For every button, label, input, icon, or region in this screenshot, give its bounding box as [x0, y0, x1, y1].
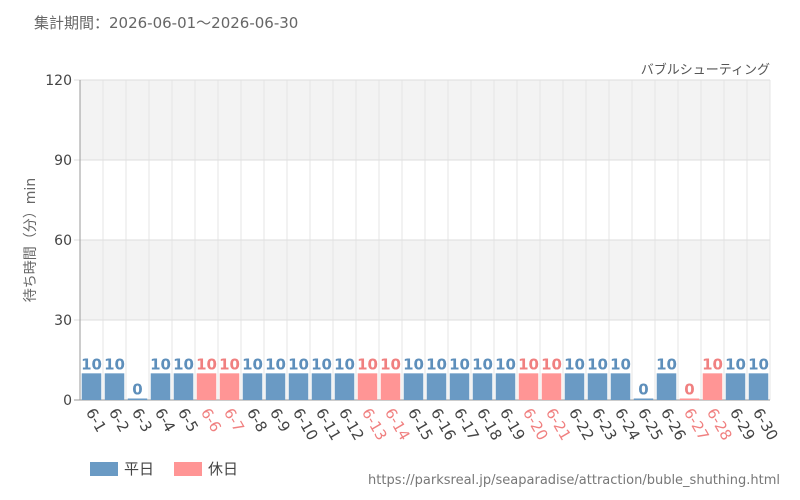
bar	[656, 373, 677, 400]
bar	[104, 373, 125, 400]
bar	[173, 373, 194, 400]
bar	[702, 373, 723, 400]
x-tick-label: 6-5	[174, 405, 202, 435]
bar-value-label: 10	[610, 355, 631, 373]
bar-value-label: 0	[684, 381, 694, 399]
bar-value-label: 10	[219, 355, 240, 373]
legend-swatch-weekday	[90, 461, 118, 476]
y-tick-label: 90	[54, 153, 72, 169]
source-url: https://parksreal.jp/seaparadise/attract…	[368, 473, 780, 488]
bar-value-label: 10	[564, 355, 585, 373]
x-tick-label: 6-7	[220, 405, 248, 435]
bar-value-label: 10	[725, 355, 746, 373]
y-tick-labels: 0 30 60 90 120	[45, 73, 72, 409]
bar-value-label: 10	[518, 355, 539, 373]
y-tick-label: 60	[54, 233, 72, 249]
bar-value-label: 10	[449, 355, 470, 373]
bar-value-label: 10	[357, 355, 378, 373]
bar	[242, 373, 263, 400]
bar-value-label: 10	[541, 355, 562, 373]
bar	[748, 373, 769, 400]
bar-value-label: 10	[334, 355, 355, 373]
bar	[449, 373, 470, 400]
bar-value-label: 10	[288, 355, 309, 373]
bar-value-label: 0	[638, 381, 648, 399]
bar	[495, 373, 516, 400]
bar	[587, 373, 608, 400]
bar-value-label: 10	[150, 355, 171, 373]
bar-value-label: 10	[748, 355, 769, 373]
bar-value-label: 10	[587, 355, 608, 373]
bar	[196, 373, 217, 400]
bar	[219, 373, 240, 400]
x-tick-label: 6-9	[266, 405, 294, 435]
bar	[311, 373, 332, 400]
y-tick-label: 120	[45, 73, 72, 89]
y-axis-label: 待ち時間（分）min	[23, 178, 39, 302]
bar-value-label: 10	[426, 355, 447, 373]
x-tick-label: 6-1	[82, 405, 110, 435]
x-tick-labels: 6-16-26-36-46-56-66-76-86-96-106-116-126…	[82, 405, 782, 443]
x-tick-label: 6-4	[151, 405, 179, 435]
bar	[403, 373, 424, 400]
bar	[265, 373, 286, 400]
bar	[380, 373, 401, 400]
bar	[334, 373, 355, 400]
x-tick-label: 6-30	[749, 405, 782, 443]
bar	[81, 373, 102, 400]
period-label: 集計期間：2026-06-01～2026-06-30	[34, 14, 299, 32]
x-tick-label: 6-2	[105, 405, 133, 435]
legend-item-holiday: 休日	[174, 458, 238, 479]
bar-value-label: 10	[173, 355, 194, 373]
bar	[518, 373, 539, 400]
bar-value-label: 10	[472, 355, 493, 373]
bar	[725, 373, 746, 400]
bars	[81, 373, 769, 400]
bar-value-label: 10	[702, 355, 723, 373]
x-tick-label: 6-6	[197, 405, 225, 435]
bar	[679, 398, 700, 400]
bar-value-label: 10	[495, 355, 516, 373]
bar-value-label: 10	[380, 355, 401, 373]
bar	[541, 373, 562, 400]
x-tick-label: 6-3	[128, 405, 156, 435]
bar-value-label: 10	[311, 355, 332, 373]
y-tick-label: 0	[63, 393, 72, 409]
bar	[426, 373, 447, 400]
bar-value-label: 10	[656, 355, 677, 373]
chart-title: バブルシューティング	[641, 62, 770, 78]
bar	[288, 373, 309, 400]
y-tick-label: 30	[54, 313, 72, 329]
legend: 平日 休日	[90, 458, 238, 479]
bar-value-label: 10	[403, 355, 424, 373]
bar-value-label: 0	[132, 381, 142, 399]
bar	[127, 398, 148, 400]
bar-value-label: 10	[242, 355, 263, 373]
legend-label-weekday: 平日	[124, 460, 155, 478]
bar-value-label: 10	[104, 355, 125, 373]
bar	[633, 398, 654, 400]
legend-swatch-holiday	[174, 461, 203, 476]
bar	[150, 373, 171, 400]
x-tick-label: 6-8	[243, 405, 271, 435]
bar-value-label: 10	[81, 355, 102, 373]
bar	[610, 373, 631, 400]
bar-value-label: 10	[265, 355, 286, 373]
bar	[357, 373, 378, 400]
legend-label-holiday: 休日	[208, 460, 239, 478]
bar-value-label: 10	[196, 355, 217, 373]
bar	[564, 373, 585, 400]
bar	[472, 373, 493, 400]
legend-item-weekday: 平日	[90, 458, 154, 479]
